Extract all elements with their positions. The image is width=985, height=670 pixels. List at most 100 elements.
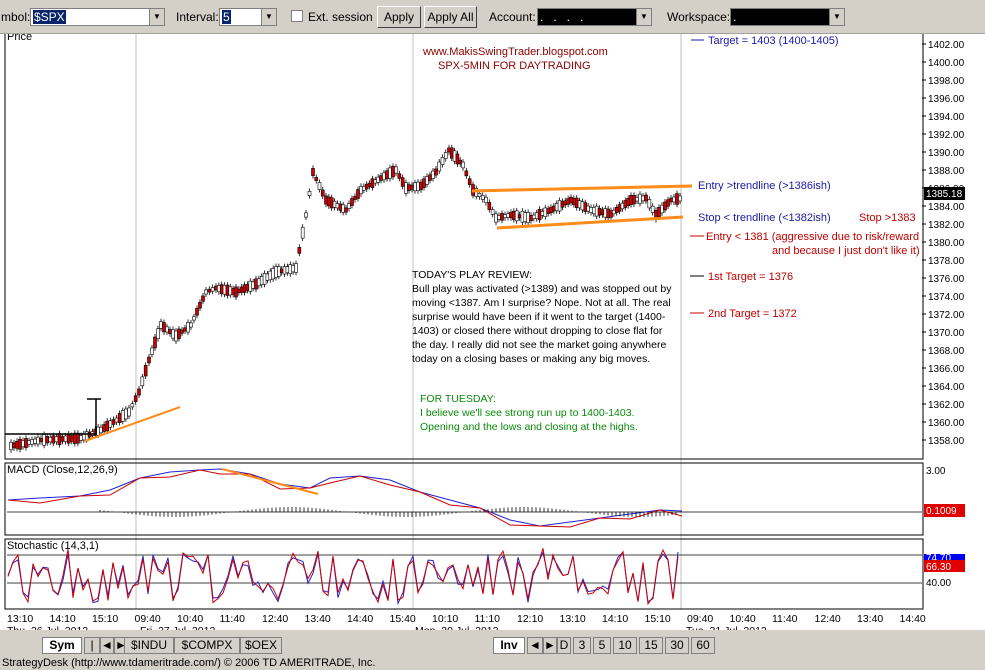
interval-input[interactable]: 5 xyxy=(219,8,263,26)
first-tab-button[interactable]: |◄ xyxy=(84,637,100,667)
candle-body xyxy=(165,326,169,333)
time-tick-label: 09:40 xyxy=(687,613,713,625)
interval-tab[interactable]: 5 xyxy=(593,637,611,654)
price-panel-title: Price xyxy=(7,34,32,43)
candle-body xyxy=(30,439,34,445)
interval-tab[interactable]: 30 xyxy=(665,637,689,654)
symbol-dropdown-icon[interactable]: ▼ xyxy=(149,8,165,26)
account-select[interactable]: .... xyxy=(537,8,637,26)
candle-body xyxy=(557,200,562,212)
candle-body xyxy=(497,215,501,220)
candle-body xyxy=(574,197,579,208)
last-price-box xyxy=(924,187,965,200)
tab-inv[interactable]: Inv xyxy=(493,637,525,654)
tab-sym[interactable]: Sym xyxy=(42,637,82,654)
interval-tab[interactable]: 3 xyxy=(573,637,591,654)
candle-body xyxy=(597,207,602,216)
time-tick-label: 14:10 xyxy=(50,613,76,625)
entry-short-annotation: Entry < 1381 (aggressive due to risk/rew… xyxy=(706,231,919,243)
review-line: Bull play was activated (>1389) and was … xyxy=(412,283,672,295)
symbol-input[interactable]: $SPX xyxy=(30,8,150,26)
candle-body xyxy=(324,195,328,205)
prev-tab-button[interactable]: ◄ xyxy=(100,637,114,654)
candle-body xyxy=(195,308,199,316)
tab-oex[interactable]: $OEX xyxy=(240,637,282,654)
candle-body xyxy=(257,278,261,287)
toolbar: mbol: $SPX ▼ Interval: 5 ▼ Ext. session … xyxy=(0,0,985,34)
apply-all-button[interactable]: Apply All xyxy=(424,6,477,28)
inv-prev-button[interactable]: ◄ xyxy=(527,637,543,654)
candle-body xyxy=(217,285,221,293)
candle-body xyxy=(79,435,83,441)
interval-label: Interval: xyxy=(176,10,219,24)
candle-body xyxy=(259,276,264,286)
price-tick-label: 1372.00 xyxy=(928,310,965,321)
candle-body xyxy=(623,200,628,208)
candle-body xyxy=(506,213,510,218)
chart-subtitle: SPX-5MIN FOR DAYTRADING xyxy=(438,60,591,72)
candle-body xyxy=(311,168,315,176)
account-dropdown-icon[interactable]: ▼ xyxy=(636,8,652,26)
candle-body xyxy=(282,266,287,275)
ext-session-checkbox[interactable] xyxy=(291,10,303,22)
candle-body xyxy=(594,205,599,217)
chart-area[interactable]: Price MACD (Close,12,26,9) Stochastic (1… xyxy=(0,34,985,630)
inv-next-button[interactable]: ► xyxy=(543,637,557,654)
review-text: Bull play was activated (>1389) and was … xyxy=(412,283,672,365)
price-chart-svg[interactable]: Price MACD (Close,12,26,9) Stochastic (1… xyxy=(0,34,985,630)
candle-body xyxy=(425,176,429,185)
candle-body xyxy=(137,388,141,396)
candle-body xyxy=(376,176,380,183)
candle-body xyxy=(526,212,530,224)
candle-body xyxy=(385,170,389,180)
tab-compx[interactable]: $COMPX xyxy=(174,637,240,654)
candle-body xyxy=(520,210,525,223)
candle-body xyxy=(171,329,175,339)
workspace-dropdown-icon[interactable]: ▼ xyxy=(829,8,845,26)
price-tick-label: 1368.00 xyxy=(928,346,965,357)
tab-indu[interactable]: $INDU xyxy=(124,637,174,654)
interval-dropdown-icon[interactable]: ▼ xyxy=(261,8,277,26)
review-line: today on a closing bases or making any b… xyxy=(412,353,650,365)
candle-body xyxy=(669,197,673,203)
candle-body xyxy=(431,170,435,179)
review-line: surprise would have been if it went to t… xyxy=(412,311,666,323)
time-tick-label: 12:10 xyxy=(517,613,543,625)
candle-body xyxy=(314,177,319,181)
candle-body xyxy=(678,195,682,202)
candle-body xyxy=(487,202,492,210)
candle-body xyxy=(12,442,16,449)
candle-body xyxy=(509,211,513,219)
candle-body xyxy=(657,207,661,217)
candle-body xyxy=(124,408,128,420)
candle-body xyxy=(632,194,636,205)
interval-tab[interactable]: 60 xyxy=(691,637,715,654)
apply-button[interactable]: Apply xyxy=(377,6,421,28)
candle-body xyxy=(335,203,340,209)
time-tick-label: 15:10 xyxy=(92,613,118,625)
candle-body xyxy=(391,166,395,178)
macd-panel-title: MACD (Close,12,26,9) xyxy=(7,464,118,476)
candle-body xyxy=(382,172,386,181)
candle-body xyxy=(108,420,113,428)
candle-body xyxy=(407,184,411,191)
workspace-select[interactable]: . xyxy=(730,8,830,26)
interval-tab[interactable]: 10 xyxy=(613,637,637,654)
candle-body xyxy=(271,268,275,280)
time-axis: 13:10 14:10 15:10 09:40 10:40 11:40 12:40 13:40… xyxy=(7,613,926,630)
candle-body xyxy=(592,207,596,215)
candle-body xyxy=(189,322,193,328)
time-tick-label: 14:40 xyxy=(347,613,373,625)
candle-body xyxy=(629,195,633,205)
interval-tab[interactable]: D xyxy=(557,637,571,654)
candle-body xyxy=(514,210,519,222)
candle-body xyxy=(480,195,485,200)
candle-body xyxy=(274,266,278,278)
price-tick-label: 1364.00 xyxy=(928,382,965,393)
price-tick-label: 1374.00 xyxy=(928,292,965,303)
macd-value-label: 0.1009 xyxy=(926,506,957,517)
candle-body xyxy=(373,179,378,184)
interval-tab[interactable]: 15 xyxy=(639,637,663,654)
price-tick-label: 1396.00 xyxy=(928,94,965,105)
entry-long-annotation: Entry >trendline (>1386ish) xyxy=(698,180,831,192)
